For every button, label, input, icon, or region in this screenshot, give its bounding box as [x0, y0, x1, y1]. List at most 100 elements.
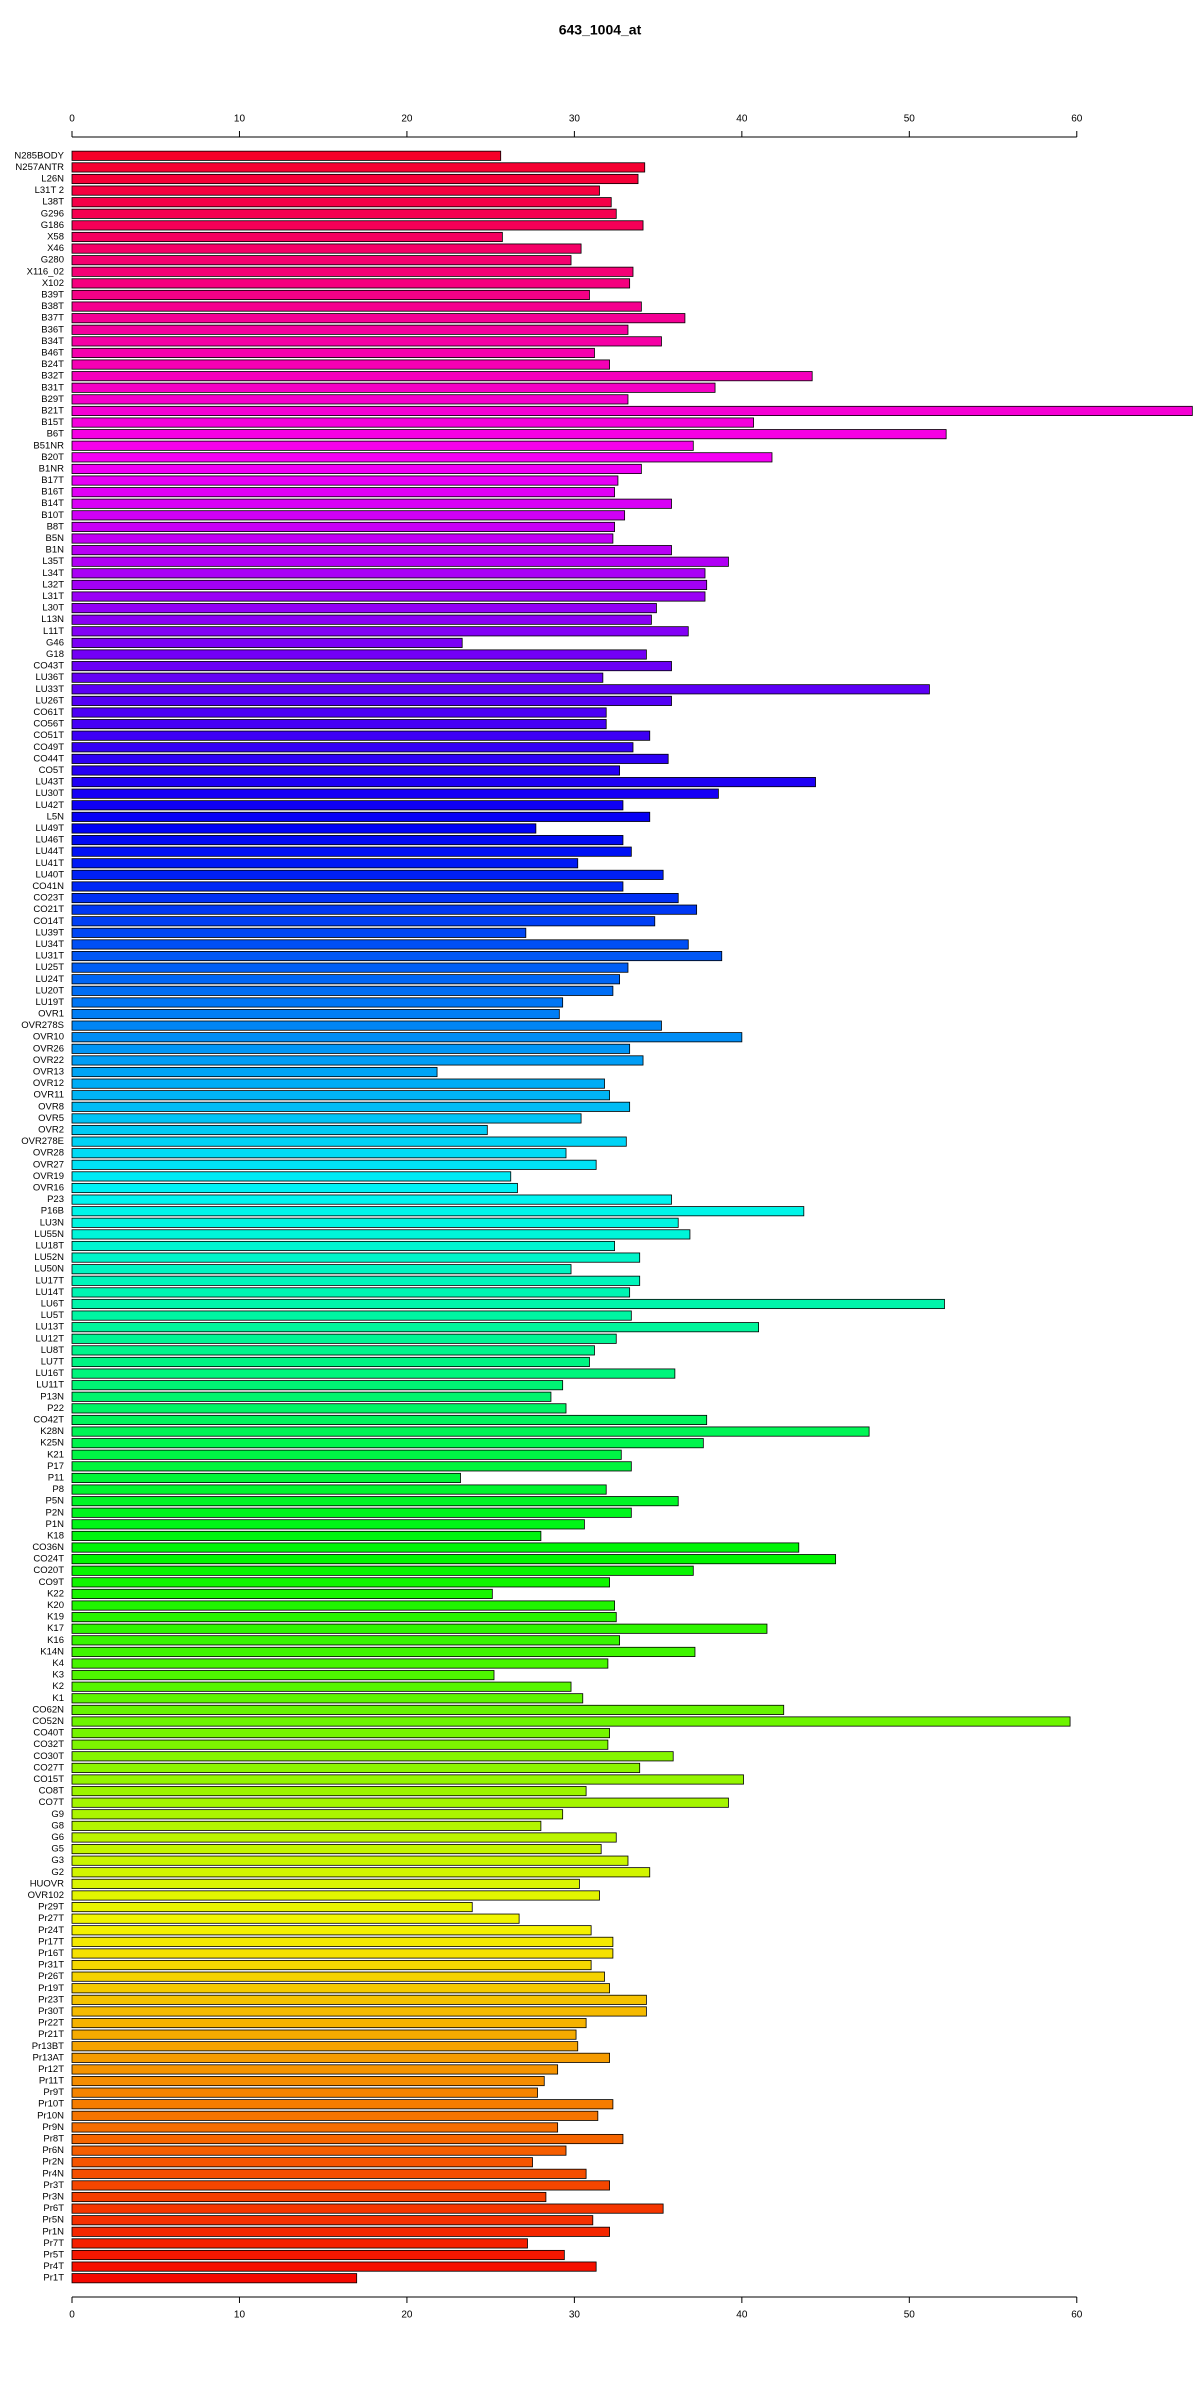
bar [71, 1623, 768, 1634]
category-label: Pr1N [42, 2226, 64, 2237]
bar [71, 1206, 805, 1217]
category-label: Pr2N [42, 2157, 64, 2168]
category-label: B46T [41, 347, 64, 358]
bar [71, 521, 615, 532]
category-label: LU26T [35, 695, 64, 706]
bar [71, 185, 600, 196]
category-label: G8 [51, 1820, 64, 1831]
bar [71, 1275, 641, 1286]
category-label: P16B [41, 1206, 64, 1217]
bar [71, 1902, 473, 1913]
category-label: CO52N [32, 1716, 64, 1727]
category-label: P23 [47, 1194, 64, 1205]
bar [71, 2203, 664, 2214]
bar [71, 626, 689, 637]
category-label: OVR1 [38, 1009, 64, 1020]
category-label: OVR26 [33, 1043, 64, 1054]
bar [71, 858, 579, 869]
category-label: CO61T [33, 707, 64, 718]
bar [71, 1507, 632, 1518]
category-label: LU46T [35, 835, 64, 846]
bar [71, 1681, 572, 1692]
x-tick-label: 20 [401, 2310, 413, 2321]
bar [71, 1426, 870, 1437]
bar [71, 730, 651, 741]
category-label: G2 [51, 1867, 64, 1878]
category-label: LU14T [35, 1287, 64, 1298]
bar [71, 394, 629, 405]
bar [71, 475, 619, 486]
category-label: OVR8 [38, 1101, 64, 1112]
category-label: LU7T [41, 1356, 64, 1367]
category-label: OVR16 [33, 1183, 64, 1194]
category-label: Pr6N [42, 2145, 64, 2156]
bar [71, 893, 679, 904]
category-label: Pr4N [42, 2168, 64, 2179]
category-label: Pr5T [43, 2250, 64, 2261]
category-label: X102 [42, 278, 64, 289]
category-label: LU3N [40, 1217, 64, 1228]
bar [71, 1983, 610, 1994]
category-label: Pr23T [38, 1994, 64, 2005]
category-label: B34T [41, 336, 64, 347]
bar [71, 1693, 584, 1704]
category-label: CO27T [33, 1762, 64, 1773]
category-label: CO21T [33, 904, 64, 915]
category-label: LU49T [35, 823, 64, 834]
bar [71, 869, 664, 880]
category-label: Pr19T [38, 1983, 64, 1994]
bar [71, 1043, 631, 1054]
bar [71, 255, 572, 266]
bar [71, 1032, 743, 1043]
category-label: LU40T [35, 869, 64, 880]
bar [71, 2191, 547, 2203]
category-label: LU17T [35, 1275, 64, 1286]
bar [71, 382, 716, 393]
bar [71, 1948, 614, 1959]
bar [71, 974, 621, 985]
category-label: CO43T [33, 661, 64, 672]
bar [71, 2052, 610, 2063]
bar [71, 1438, 704, 1449]
bar [71, 707, 607, 718]
bar [71, 452, 773, 463]
x-tick-label: 10 [234, 114, 246, 125]
category-label: LU20T [35, 985, 64, 996]
bar [71, 2249, 565, 2261]
bar [71, 1101, 631, 1112]
category-label: Pr1T [43, 2273, 64, 2284]
bar [71, 904, 698, 915]
category-label: G6 [51, 1832, 64, 1843]
category-label: Pr9T [43, 2087, 64, 2098]
bar [71, 1484, 607, 1495]
category-label: Pr13AT [32, 2052, 64, 2063]
x-tick-label: 40 [736, 114, 748, 125]
category-label: CO7T [39, 1797, 65, 1808]
category-label: OVR11 [34, 1090, 64, 1101]
bar [71, 463, 642, 474]
category-label: CO51T [33, 730, 64, 741]
bar [71, 533, 614, 544]
category-label: HUOVR [30, 1878, 64, 1889]
bar [71, 951, 723, 962]
category-label: CO8T [39, 1786, 65, 1797]
bar [71, 1461, 632, 1472]
category-label: Pr13BT [32, 2041, 64, 2052]
bar [71, 811, 651, 822]
category-label: K16 [47, 1635, 64, 1646]
bar [71, 1658, 609, 1669]
bar [71, 672, 604, 683]
bar [71, 1194, 672, 1205]
category-label: K14N [40, 1646, 64, 1657]
bar [71, 487, 615, 498]
category-label: Pr9N [42, 2122, 64, 2133]
category-label: B21T [41, 405, 64, 416]
x-tick-label: 60 [1071, 2310, 1083, 2321]
category-label: K19 [47, 1612, 64, 1623]
bar [71, 278, 631, 289]
bar [71, 1345, 595, 1356]
category-label: LU25T [35, 962, 64, 973]
bar [71, 2064, 559, 2075]
category-label: P8 [52, 1484, 64, 1495]
